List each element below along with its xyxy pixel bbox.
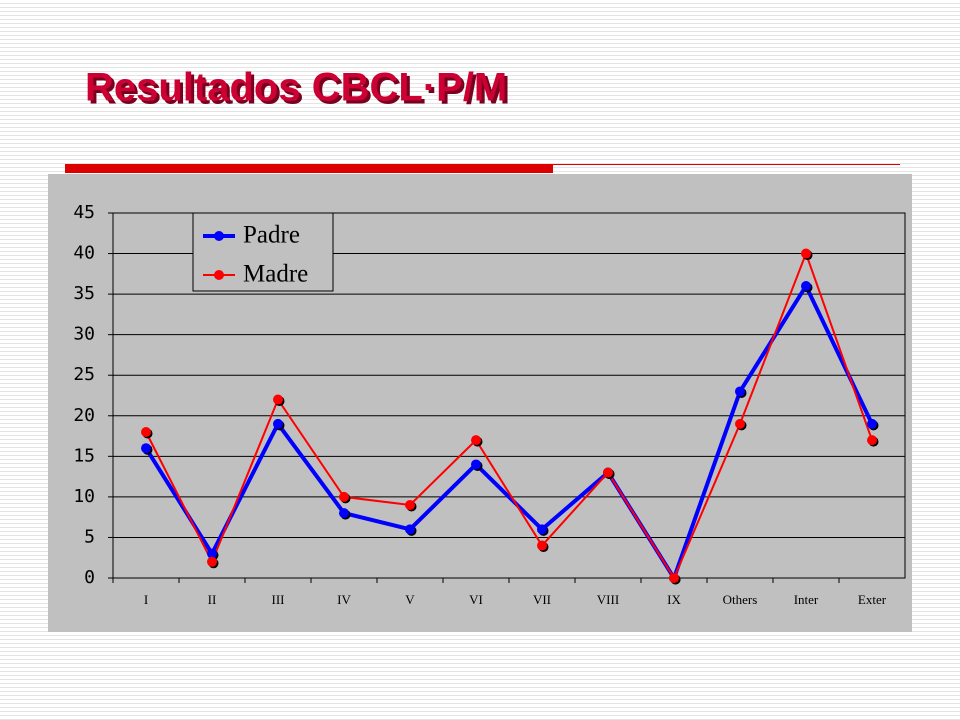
legend-marker <box>214 231 224 241</box>
y-tick-label: 40 <box>73 243 95 264</box>
marker <box>273 418 283 429</box>
x-tick-label: III <box>272 592 285 607</box>
marker <box>801 281 811 291</box>
x-tick-label: I <box>144 592 148 607</box>
marker <box>537 524 547 535</box>
marker <box>339 491 349 502</box>
title-shadow: Resultados CBCL·P/M <box>88 69 510 113</box>
series-line <box>144 281 874 583</box>
x-tick-label: Exter <box>858 592 887 607</box>
legend-label: Padre <box>243 222 300 249</box>
x-tick-label: II <box>208 592 217 607</box>
y-tick-label: 10 <box>73 486 95 507</box>
chart-title: Resultados CBCL·P/M <box>85 66 507 110</box>
x-tick-label: Others <box>723 592 758 607</box>
marker <box>273 394 283 405</box>
x-tick-label: IX <box>667 592 681 607</box>
marker <box>603 467 613 478</box>
x-tick-label: Inter <box>794 592 819 607</box>
x-tick-label: IV <box>337 592 351 607</box>
marker <box>735 386 745 397</box>
y-tick-label: 20 <box>73 405 95 426</box>
y-tick-label: 5 <box>84 526 95 547</box>
y-tick-label: 15 <box>73 445 95 466</box>
marker <box>207 556 217 567</box>
series-line <box>145 250 873 581</box>
legend-label: Madre <box>243 261 308 288</box>
marker <box>669 573 679 583</box>
marker <box>141 427 151 437</box>
chart-area <box>48 174 912 632</box>
marker <box>801 248 811 259</box>
marker <box>867 418 877 429</box>
y-tick-label: 0 <box>84 567 95 588</box>
marker <box>867 435 877 446</box>
y-tick-label: 35 <box>73 283 95 304</box>
marker <box>471 435 481 446</box>
marker <box>735 418 745 429</box>
marker <box>339 508 349 519</box>
legend-marker <box>214 270 224 280</box>
y-tick-label: 45 <box>73 202 95 223</box>
x-tick-label: VI <box>469 592 483 607</box>
marker <box>405 500 415 510</box>
title-rule <box>65 164 553 173</box>
marker <box>405 524 415 535</box>
marker <box>207 548 217 559</box>
x-tick-label: V <box>405 592 415 607</box>
x-tick-label: VIII <box>597 592 619 607</box>
marker <box>141 443 151 454</box>
marker <box>471 459 481 470</box>
y-tick-label: 30 <box>73 324 95 345</box>
marker <box>537 540 547 551</box>
y-tick-label: 25 <box>73 364 95 385</box>
x-tick-label: VII <box>533 592 551 607</box>
